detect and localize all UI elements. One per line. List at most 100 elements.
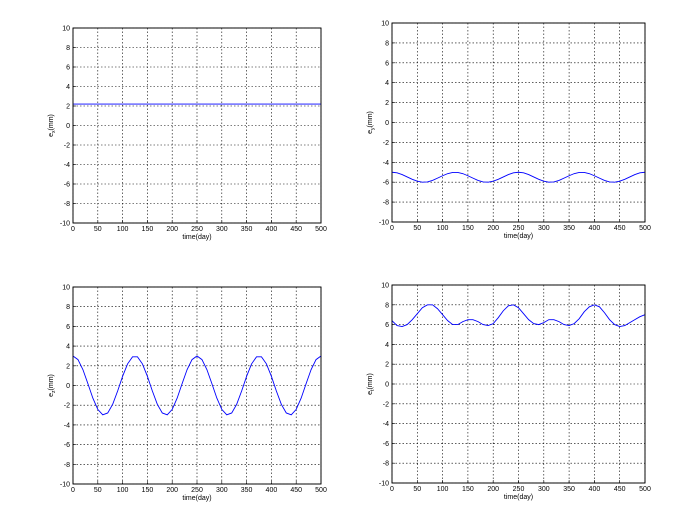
subplot: 0 50 100 150 200 250 300 350 400 450 500-10-8-6-4-… <box>48 285 327 503</box>
y-tick-label: -10 <box>379 220 389 227</box>
x-tick-label: 200 <box>487 486 499 493</box>
y-tick-label: 0 <box>66 123 70 130</box>
x-tick-label: 250 <box>191 226 203 233</box>
y-tick-label: 8 <box>66 45 70 52</box>
x-tick-label: 100 <box>117 226 129 233</box>
y-tick-label: -4 <box>383 421 389 428</box>
y-tick-label: 8 <box>385 302 389 309</box>
y-axis-label: ex(mm) <box>48 114 57 137</box>
y-tick-label: -4 <box>64 162 70 169</box>
y-tick-label: 2 <box>385 100 389 107</box>
x-axis-label: time(day) <box>182 234 211 241</box>
y-label-main: e <box>48 133 55 137</box>
x-tick-label: 400 <box>589 486 601 493</box>
x-tick-label: 300 <box>216 487 228 494</box>
y-tick-label: -8 <box>64 462 70 469</box>
y-tick-label: 4 <box>66 84 70 91</box>
x-tick-label: 0 <box>390 225 394 232</box>
x-tick-label: 500 <box>315 487 327 494</box>
x-tick-label: 250 <box>513 486 525 493</box>
y-label-main: e <box>367 391 374 395</box>
y-tick-label: -10 <box>60 221 70 228</box>
x-tick-label: 50 <box>94 487 102 494</box>
x-tick-label: 400 <box>266 487 278 494</box>
y-label-main: e <box>48 393 55 397</box>
x-tick-label: 50 <box>94 226 102 233</box>
x-tick-label: 50 <box>413 225 421 232</box>
x-tick-label: 450 <box>614 486 626 493</box>
x-tick-label: 200 <box>166 487 178 494</box>
x-tick-label: 100 <box>117 487 129 494</box>
y-tick-label: 4 <box>385 342 389 349</box>
y-tick-label: 8 <box>66 304 70 311</box>
axes-border <box>391 22 646 223</box>
x-tick-label: 450 <box>290 226 302 233</box>
y-tick-label: -10 <box>379 481 389 488</box>
subplot: 0 50 100 150 200 250 300 350 400 450 500-10-8-6-4-… <box>367 283 651 502</box>
x-tick-label: 500 <box>639 225 651 232</box>
data-line <box>391 171 646 183</box>
y-label-unit: (mm) <box>48 114 55 130</box>
y-tick-label: -10 <box>60 482 70 489</box>
y-label-sub: x <box>51 130 57 133</box>
x-tick-label: 200 <box>487 225 499 232</box>
x-tick-label: 0 <box>71 226 75 233</box>
x-tick-label: 150 <box>462 486 474 493</box>
y-tick-label: 6 <box>385 60 389 67</box>
y-tick-label: 10 <box>62 285 70 292</box>
subplot: 0 50 100 150 200 250 300 350 400 450 500-10-8-6-4-… <box>48 26 327 242</box>
y-tick-label: 0 <box>385 382 389 389</box>
y-label-main: e <box>367 130 374 134</box>
y-tick-label: 6 <box>66 324 70 331</box>
y-tick-label: -6 <box>64 182 70 189</box>
y-tick-label: 8 <box>385 40 389 47</box>
x-tick-label: 400 <box>266 226 278 233</box>
y-axis-label: et(mm) <box>367 373 376 395</box>
y-axis-label: ez(mm) <box>48 374 57 397</box>
y-tick-label: 10 <box>381 283 389 290</box>
subplot: 0 50 100 150 200 250 300 350 400 450 500-10-8-6-4-… <box>367 21 651 241</box>
x-tick-label: 150 <box>142 226 154 233</box>
y-tick-label: -8 <box>64 201 70 208</box>
x-tick-label: 0 <box>71 487 75 494</box>
y-tick-label: 0 <box>385 120 389 127</box>
y-tick-label: 4 <box>66 344 70 351</box>
x-tick-label: 350 <box>563 225 575 232</box>
axes-border <box>72 27 322 224</box>
x-tick-label: 500 <box>639 486 651 493</box>
y-tick-label: -2 <box>383 140 389 147</box>
x-tick-label: 50 <box>413 486 421 493</box>
y-label-sub: t <box>370 389 376 391</box>
y-tick-label: 6 <box>385 322 389 329</box>
x-tick-label: 250 <box>191 487 203 494</box>
y-label-sub: z <box>51 390 57 393</box>
y-tick-label: -6 <box>383 441 389 448</box>
y-tick-label: 0 <box>66 383 70 390</box>
x-tick-label: 300 <box>216 226 228 233</box>
y-label-unit: (mm) <box>367 111 374 127</box>
y-tick-label: -4 <box>383 160 389 167</box>
y-tick-label: 2 <box>66 104 70 111</box>
x-axis-label: time(day) <box>182 495 211 502</box>
y-axis-label: ey(mm) <box>367 111 376 134</box>
axes-border <box>72 286 322 485</box>
x-tick-label: 150 <box>142 487 154 494</box>
x-tick-label: 450 <box>614 225 626 232</box>
x-tick-label: 0 <box>390 486 394 493</box>
y-label-unit: (mm) <box>48 374 55 390</box>
y-tick-label: 2 <box>385 362 389 369</box>
x-tick-label: 300 <box>538 225 550 232</box>
y-tick-label: 4 <box>385 80 389 87</box>
x-tick-label: 400 <box>589 225 601 232</box>
y-tick-label: -2 <box>64 403 70 410</box>
y-tick-label: -6 <box>64 442 70 449</box>
y-tick-label: -2 <box>64 143 70 150</box>
x-tick-label: 500 <box>315 226 327 233</box>
axes-border <box>391 284 646 484</box>
x-tick-label: 300 <box>538 486 550 493</box>
x-tick-label: 450 <box>290 487 302 494</box>
x-tick-label: 150 <box>462 225 474 232</box>
y-tick-label: -8 <box>383 200 389 207</box>
